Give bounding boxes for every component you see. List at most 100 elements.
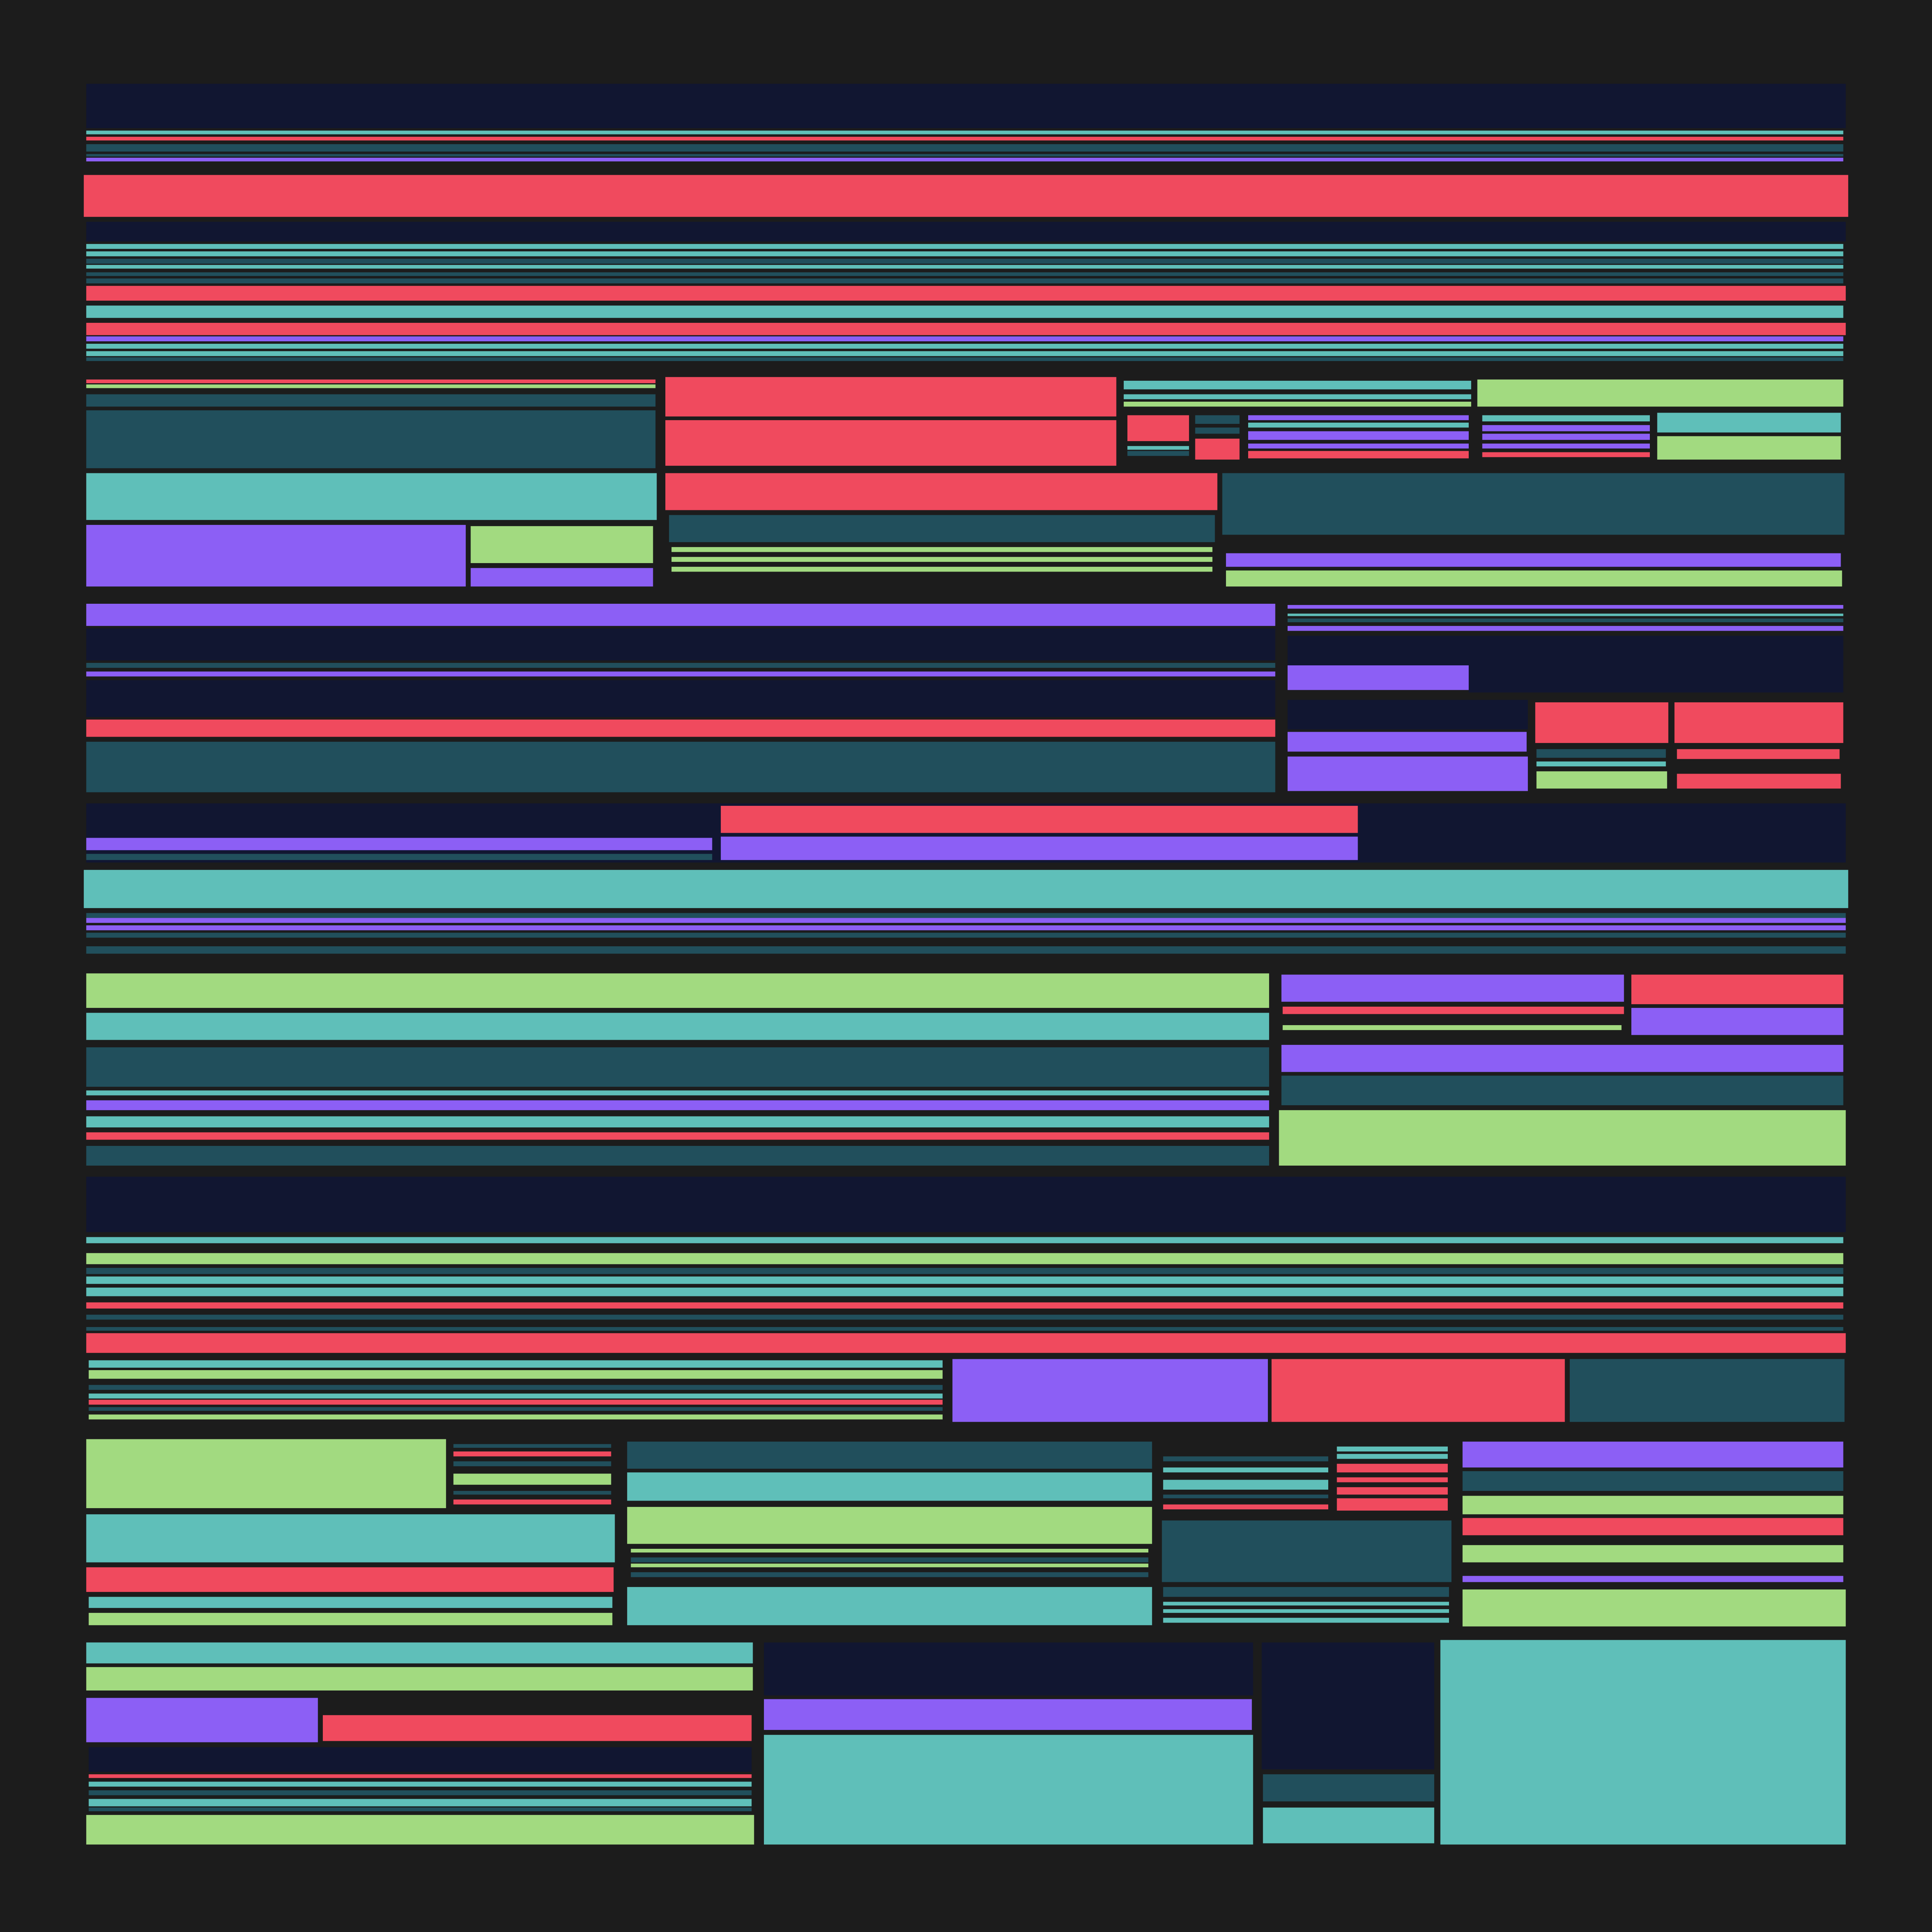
stripe [453, 1444, 611, 1448]
stripe [1536, 761, 1666, 767]
stripe [1462, 1471, 1843, 1491]
stripe [453, 1474, 611, 1485]
stripe [1123, 380, 1472, 390]
stripe [1263, 1774, 1435, 1802]
stripe [1677, 749, 1840, 759]
stripe [471, 526, 653, 563]
stripe [1287, 626, 1843, 631]
stripe [86, 1090, 1269, 1096]
stripe [86, 410, 656, 469]
stripe [86, 741, 1276, 793]
stripe [86, 1253, 1843, 1264]
stripe [86, 336, 1843, 341]
stripe [86, 680, 1276, 717]
stripe [1482, 415, 1650, 421]
stripe [1482, 433, 1650, 440]
stripe [86, 251, 1843, 256]
stripe [1287, 756, 1528, 791]
stripe [1337, 1477, 1448, 1482]
stripe [1657, 436, 1841, 460]
stripe [764, 1642, 1253, 1696]
stripe [1657, 413, 1841, 433]
stripe [1195, 415, 1240, 424]
stripe [1281, 1075, 1843, 1105]
stripe [1482, 452, 1650, 457]
stripe [86, 1302, 1843, 1309]
stripe [627, 1441, 1152, 1469]
stripe [1462, 1545, 1843, 1563]
stripe [1287, 700, 1528, 730]
stripe [1163, 1467, 1328, 1473]
stripe [453, 1451, 611, 1457]
stripe [89, 1370, 943, 1379]
stripe [627, 1587, 1152, 1625]
stripe [1462, 1576, 1843, 1582]
stripe [1536, 771, 1667, 789]
stripe [1462, 1441, 1843, 1468]
stripe [1337, 1454, 1448, 1459]
stripe [89, 1781, 752, 1787]
stripe [86, 305, 1843, 318]
stripe [86, 854, 712, 860]
stripe [453, 1461, 611, 1466]
stripe [1163, 1587, 1449, 1597]
stripe [1248, 451, 1469, 458]
stripe [669, 515, 1215, 542]
stripe [86, 1268, 1843, 1274]
stripe [1337, 1446, 1448, 1452]
stripe [1226, 570, 1842, 587]
stripe [86, 379, 656, 384]
stripe [720, 836, 1358, 860]
stripe [89, 1360, 943, 1368]
stripe [84, 870, 1848, 908]
stripe [86, 1815, 754, 1845]
stripe [86, 244, 1843, 249]
stripe [86, 1146, 1269, 1166]
stripe [665, 420, 1117, 466]
stripe [1123, 401, 1472, 407]
stripe [1282, 1007, 1624, 1014]
stripe [86, 973, 1269, 1008]
stripe [1570, 1359, 1845, 1422]
stripe [86, 604, 1276, 626]
stripe [1677, 774, 1841, 789]
stripe [89, 1407, 943, 1411]
stripe [86, 357, 1843, 361]
stripe [89, 1597, 613, 1608]
stripe [453, 1491, 611, 1495]
stripe [89, 1790, 752, 1796]
stripe [627, 1472, 1152, 1501]
stripe [86, 918, 1846, 923]
stripe [1482, 425, 1650, 431]
stripe [86, 838, 712, 850]
stripe [631, 1572, 1149, 1577]
stripe [86, 913, 1846, 918]
stripe [1281, 974, 1624, 1002]
stripe [86, 344, 1843, 349]
stripe [1337, 1487, 1448, 1495]
stripe [86, 925, 1846, 931]
stripe [1127, 451, 1189, 456]
stripe [1222, 473, 1845, 535]
stripe [1123, 394, 1472, 399]
stripe [86, 258, 1843, 264]
stripe [89, 1799, 752, 1806]
stripe [89, 1774, 752, 1778]
stripe [1287, 665, 1469, 690]
stripe [86, 933, 1846, 938]
stripe [671, 547, 1213, 552]
stripe [86, 272, 1843, 276]
stripe [86, 525, 466, 587]
stripe [86, 1237, 1843, 1243]
stripe [1287, 613, 1843, 616]
stripe [86, 351, 1843, 356]
stripe [1468, 640, 1843, 693]
stripe [86, 1100, 1269, 1110]
stripe [86, 719, 1276, 737]
stripe [1162, 1520, 1452, 1582]
stripe [86, 1327, 1843, 1331]
stripe [1440, 1640, 1846, 1845]
stripe [671, 567, 1213, 572]
stripe [1163, 1602, 1449, 1606]
stripe [89, 1747, 752, 1772]
